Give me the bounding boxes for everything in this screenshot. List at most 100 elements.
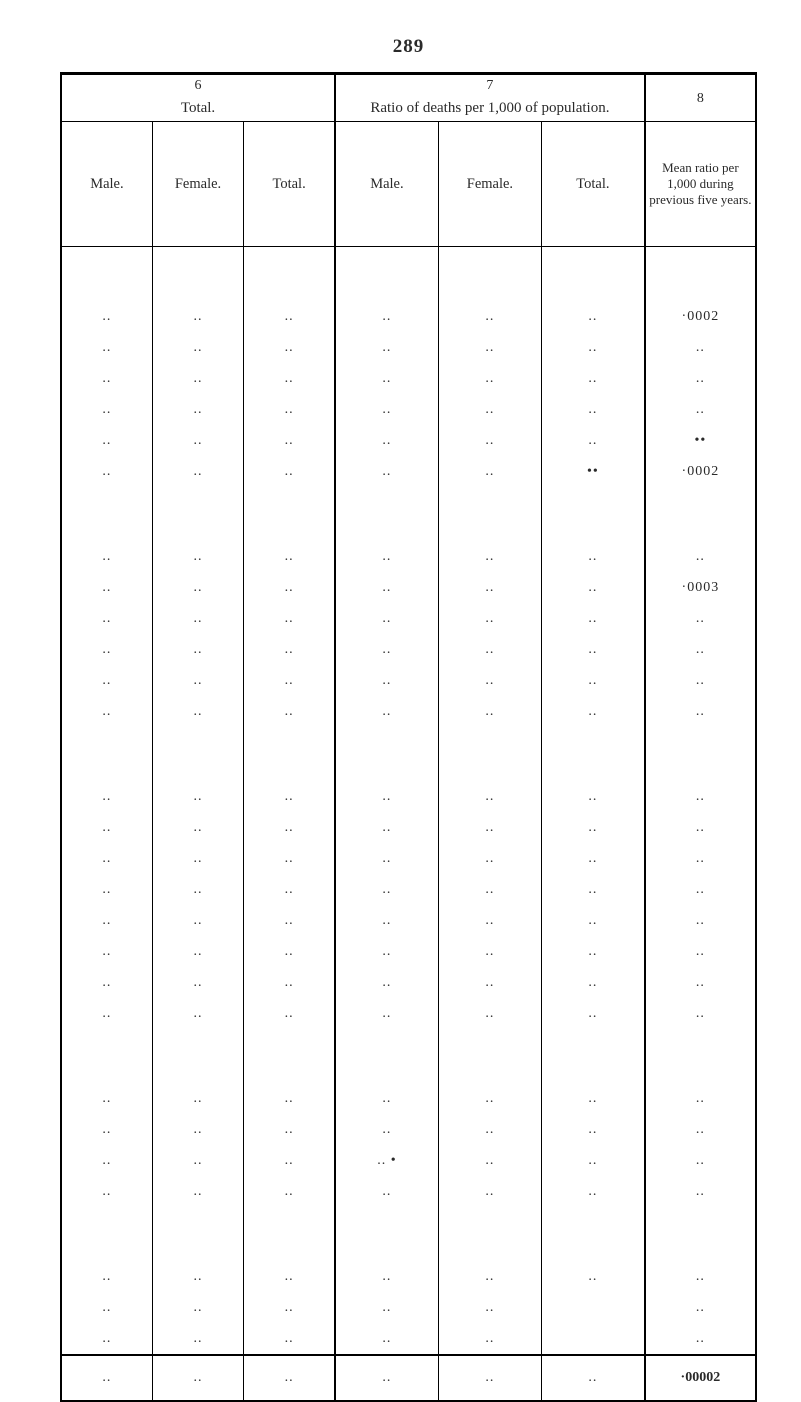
table-cell: .. [61,843,152,874]
section-gap [152,1207,243,1261]
cell-value: .. [285,789,294,804]
cell-value: .. [285,371,294,386]
cell-value: .. [485,340,494,355]
cell-value: .. [382,1006,391,1021]
table-cell: .. [645,332,756,363]
section-gap [61,247,152,302]
cell-value: .. [102,549,111,564]
table-cell: .. [61,541,152,572]
cell-value: .. [285,1184,294,1199]
table-cell: .. [152,1145,243,1176]
table-row: .............. [61,394,756,425]
table-cell: .. [152,332,243,363]
cell-value: .. [485,642,494,657]
cell-value: .. [485,789,494,804]
table-cell: .. [542,874,645,905]
table-cell: .. [61,1114,152,1145]
cell-value: .. [485,309,494,324]
table-cell: .. [438,1114,541,1145]
table-cell: .. [645,696,756,727]
cell-value: .. [285,1331,294,1346]
table-cell: .. [61,603,152,634]
cell-value: ·0003 [682,580,720,595]
cell-value: .. [102,820,111,835]
cell-value: .. [588,913,597,928]
table-cell: .. [335,301,438,332]
cell-value: .. [485,402,494,417]
table-cell: .. [438,1083,541,1114]
table-cell: .. [152,572,243,603]
table-cell: .. [152,665,243,696]
table-cell: .. [61,696,152,727]
section-gap [244,487,335,541]
cell-value: .. [696,642,705,657]
table-cell: .. [335,936,438,967]
table-row: ............•• [61,425,756,456]
cell-value: .. [194,789,203,804]
page: 289 6 7 8 Total. Ratio of deaths per 1,0… [0,0,801,1290]
table-cell: .. [542,1145,645,1176]
table-cell: .. [244,572,335,603]
table-cell: .. [152,1261,243,1292]
table-cell: .. [61,332,152,363]
cell-value: .. [485,549,494,564]
cell-value: .. [102,1091,111,1106]
table-cell: .. [645,998,756,1029]
cell-value: .. [485,913,494,928]
total-ratio-total: .. [542,1355,645,1401]
table-cell: .. [645,541,756,572]
cell-value: .. [194,944,203,959]
table-cell: .. [61,1323,152,1355]
cell-value: .. [194,642,203,657]
table-cell: .. [152,905,243,936]
table-cell: .. [61,998,152,1029]
cell-value: .. [102,1269,111,1284]
table-row: ............ [61,1323,756,1355]
table-cell: .. [542,1261,645,1292]
table-cell: .. [335,905,438,936]
cell-value: .. [588,673,597,688]
subhead-ratio-total: Total. [542,122,645,247]
cell-value: .. [285,611,294,626]
cell-value: .. [382,309,391,324]
cell-value: .. [194,1184,203,1199]
table-row: .............. [61,998,756,1029]
cell-value: .. [285,944,294,959]
table-cell: .. [152,1114,243,1145]
table-cell: .. [438,696,541,727]
total-male: .. [61,1355,152,1401]
cell-value: .. [696,1269,705,1284]
cell-value: .. [696,1122,705,1137]
section-gap [244,727,335,781]
table-row: .............. [61,812,756,843]
total-mean-ratio: ·00002 [645,1355,756,1401]
cell-value: .. [696,611,705,626]
table-row: .............. [61,634,756,665]
cell-value: .. [696,1153,705,1168]
cell-value: .. [696,371,705,386]
cell-value: .. [102,789,111,804]
subhead-ratio-female: Female. [438,122,541,247]
cell-value: .. [102,975,111,990]
cell-value: .. [285,402,294,417]
cell-value: .. [194,464,203,479]
table-cell: .. [542,363,645,394]
cell-value: .. [382,704,391,719]
table-cell: .. [244,603,335,634]
table-cell: .. [61,301,152,332]
cell-value: .. [588,402,597,417]
subhead-total-male: Male. [61,122,152,247]
section-gap [152,1029,243,1083]
cell-value: .. [588,851,597,866]
table-cell: .. [244,843,335,874]
cell-value: .. [588,975,597,990]
table-cell: .. [645,363,756,394]
cell-value: .. [382,371,391,386]
cell-value: .. [588,371,597,386]
cell-value: .. [382,1184,391,1199]
cell-value: .. [285,340,294,355]
table-cell: •• [542,456,645,487]
cell-value: .. [696,913,705,928]
cell-value: .. [485,673,494,688]
cell-value: .. [485,944,494,959]
